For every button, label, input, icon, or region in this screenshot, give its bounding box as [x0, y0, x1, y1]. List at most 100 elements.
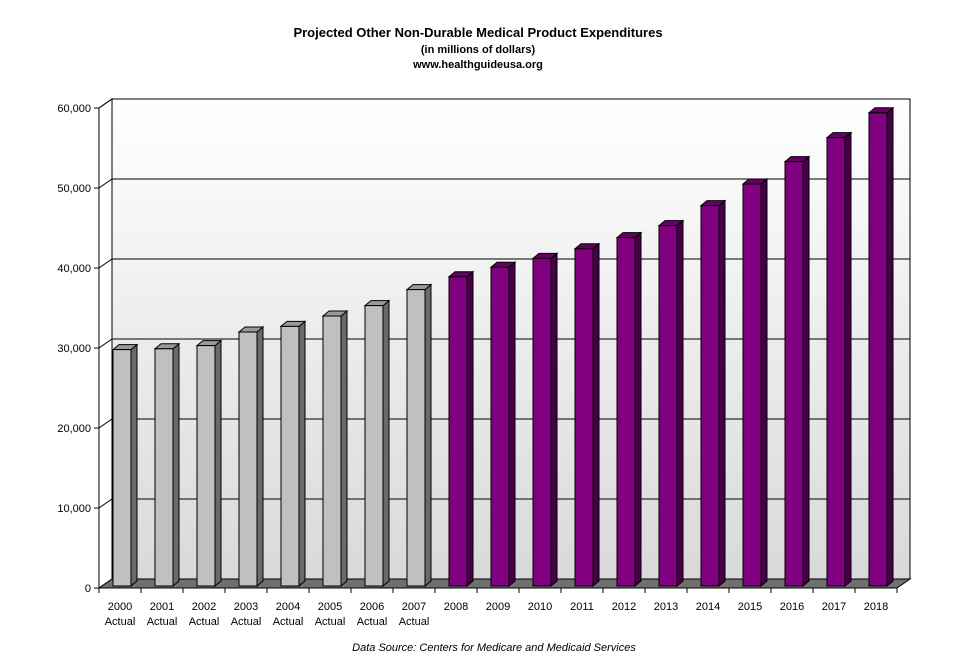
y-tick-label: 50,000 [57, 183, 91, 195]
x-tick-label: 2006 [360, 601, 384, 613]
bar-front [238, 331, 258, 587]
bar-front [364, 305, 384, 587]
bar-side [130, 343, 138, 588]
x-tick-sublabel: Actual [231, 616, 262, 628]
x-tick-label: 2010 [528, 601, 552, 613]
bar-front [406, 289, 426, 587]
chart-subtitle: (in millions of dollars) [421, 44, 536, 56]
x-tick-label: 2002 [192, 601, 216, 613]
bar [867, 106, 895, 588]
x-tick-label: 2017 [822, 601, 846, 613]
gridline [98, 178, 910, 189]
bar-side [844, 131, 852, 588]
bar-side [802, 155, 810, 588]
x-tick-label: 2004 [276, 601, 300, 613]
gridline [98, 258, 910, 269]
bar-side [424, 283, 432, 588]
bar [699, 199, 727, 588]
bar [741, 177, 769, 588]
x-tick-label: 2013 [654, 601, 678, 613]
bar [783, 155, 811, 588]
gridline [98, 98, 910, 109]
bar-side [718, 199, 726, 588]
bar-front [826, 137, 846, 587]
bar-front [154, 348, 174, 587]
x-tick-sublabel: Actual [315, 616, 346, 628]
x-tick-label: 2000 [108, 601, 132, 613]
x-tick-sublabel: Actual [357, 616, 388, 628]
bar [195, 339, 223, 588]
x-tick-label: 2011 [570, 601, 594, 613]
bar-front [574, 248, 594, 587]
x-tick-sublabel: Actual [189, 616, 220, 628]
bar-side [886, 106, 894, 588]
plot-area: 0 10,000 20,000 30,000 40,000 50,000 60,000 [57, 98, 912, 595]
bar-side [634, 231, 642, 588]
x-tick-sublabel: Actual [273, 616, 304, 628]
x-tick-label: 2007 [402, 601, 426, 613]
bar-front [322, 315, 342, 587]
gridline [98, 498, 910, 509]
x-tick-label: 2008 [444, 601, 468, 613]
bar-side [550, 252, 558, 588]
x-tick-label: 2009 [486, 601, 510, 613]
bar-side [298, 320, 306, 588]
bar-front [700, 205, 720, 587]
bar [279, 320, 307, 588]
bar-side [382, 299, 390, 588]
bar-front [658, 225, 678, 587]
bar-front [196, 345, 216, 587]
bar [363, 299, 391, 588]
bar [447, 270, 475, 588]
x-tick-sublabel: Actual [399, 616, 430, 628]
x-tick-label: 2001 [150, 601, 174, 613]
bar-side [214, 339, 222, 588]
bar-front [616, 237, 636, 587]
y-tick-label: 0 [85, 583, 91, 595]
x-tick-label: 2016 [780, 601, 804, 613]
bar [153, 342, 181, 588]
bars [111, 106, 895, 588]
bar-side [676, 219, 684, 588]
bar-side [508, 261, 516, 588]
bar [615, 231, 643, 588]
x-tick-sublabel: Actual [105, 616, 136, 628]
x-tick-label: 2005 [318, 601, 342, 613]
y-tick-label: 60,000 [57, 103, 91, 115]
gridline [98, 418, 910, 429]
x-tick-label: 2018 [864, 601, 888, 613]
bar-side [466, 270, 474, 588]
bar-front [532, 257, 552, 587]
bar [111, 343, 139, 588]
x-tick-label: 2003 [234, 601, 258, 613]
gridline [98, 338, 910, 349]
data-source-note: Data Source: Centers for Medicare and Me… [352, 642, 636, 654]
x-tick-sublabel: Actual [147, 616, 178, 628]
chart-website: www.healthguideusa.org [412, 59, 543, 71]
bar-front [448, 276, 468, 587]
x-axis-labels: 2000 Actual 2001 Actual 2002 Actual 2003 Actual… [98, 588, 898, 628]
bar-side [256, 325, 264, 588]
x-tick-label: 2014 [696, 601, 720, 613]
bar-side [340, 309, 348, 588]
bar [489, 261, 517, 588]
bar [573, 242, 601, 588]
bar-front [112, 349, 132, 587]
bar-side [172, 342, 180, 588]
bar-front [868, 112, 888, 587]
y-tick-label: 30,000 [57, 343, 91, 355]
x-tick-label: 2015 [738, 601, 762, 613]
bar [657, 219, 685, 588]
bar [405, 283, 433, 588]
bar [321, 309, 349, 588]
bar-front [784, 161, 804, 587]
y-tick-label: 40,000 [57, 263, 91, 275]
bar-front [742, 183, 762, 587]
y-tick-label: 20,000 [57, 423, 91, 435]
bar-front [490, 266, 510, 587]
y-tick-label: 10,000 [57, 503, 91, 515]
bar-side [592, 242, 600, 588]
x-tick-label: 2012 [612, 601, 636, 613]
bar [531, 252, 559, 588]
